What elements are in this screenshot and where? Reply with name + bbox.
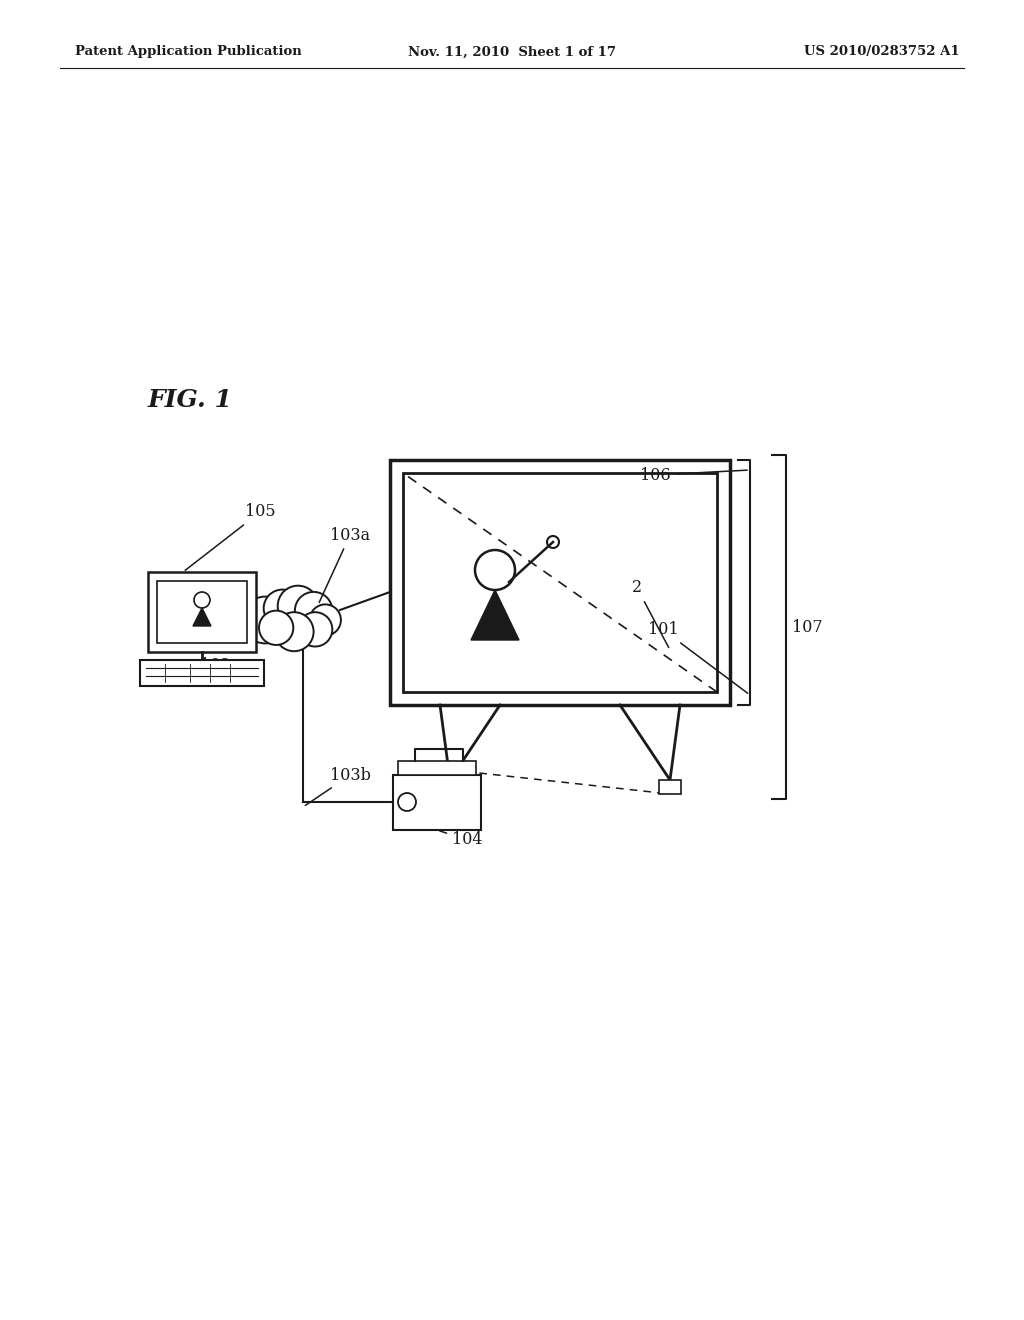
Text: 103b: 103b xyxy=(305,767,371,805)
Circle shape xyxy=(298,612,333,647)
Text: 102: 102 xyxy=(190,656,230,684)
Text: FIG. 1: FIG. 1 xyxy=(148,388,232,412)
Text: Nov. 11, 2010  Sheet 1 of 17: Nov. 11, 2010 Sheet 1 of 17 xyxy=(408,45,616,58)
Text: Patent Application Publication: Patent Application Publication xyxy=(75,45,302,58)
Text: 101: 101 xyxy=(648,622,748,693)
Circle shape xyxy=(295,591,333,630)
Bar xyxy=(148,572,256,652)
Circle shape xyxy=(309,605,341,636)
Text: US 2010/0283752 A1: US 2010/0283752 A1 xyxy=(805,45,961,58)
Text: 2: 2 xyxy=(632,579,669,648)
Text: 104: 104 xyxy=(439,830,482,849)
Text: 107: 107 xyxy=(792,619,822,635)
Bar xyxy=(140,660,264,686)
Bar xyxy=(659,780,681,795)
Text: 105: 105 xyxy=(185,503,275,570)
Circle shape xyxy=(259,611,293,645)
Bar xyxy=(403,473,717,692)
Bar xyxy=(439,780,461,795)
Text: 103a: 103a xyxy=(319,527,370,602)
Polygon shape xyxy=(193,609,211,626)
Circle shape xyxy=(242,597,289,643)
Bar xyxy=(157,581,247,643)
Polygon shape xyxy=(471,590,519,640)
Bar xyxy=(390,459,730,705)
Text: 106: 106 xyxy=(640,466,748,483)
Circle shape xyxy=(278,586,318,626)
Circle shape xyxy=(274,612,313,651)
Bar xyxy=(393,775,481,830)
Bar xyxy=(398,762,476,775)
Circle shape xyxy=(263,590,301,627)
